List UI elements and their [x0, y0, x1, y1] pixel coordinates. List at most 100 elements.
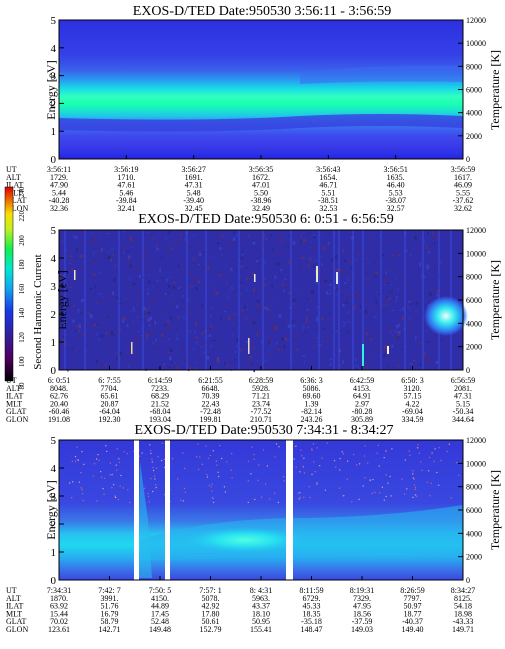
texture-speck: [232, 237, 236, 241]
texture-speck: [414, 336, 417, 339]
stripe: [422, 230, 424, 370]
texture-speck: [353, 291, 356, 296]
texture-speck: [196, 248, 198, 251]
texture-speck: [234, 240, 237, 244]
noise-dot: [364, 445, 366, 447]
orbit-table-cell: 42.92: [202, 602, 220, 611]
texture-speck: [67, 254, 70, 258]
texture-speck: [198, 251, 201, 253]
orbit-table-cell: 3:56:19: [114, 165, 138, 174]
noise-dot: [299, 496, 301, 498]
noise-dot: [209, 454, 211, 457]
texture-speck: [365, 267, 368, 270]
texture-speck: [409, 254, 412, 257]
texture-speck: [386, 342, 388, 344]
texture-speck: [181, 299, 184, 303]
texture-speck: [127, 257, 130, 262]
texture-speck: [410, 363, 413, 365]
noise-dot: [277, 501, 279, 504]
orbit-table-cell: 32.36: [50, 204, 68, 213]
texture-speck: [87, 261, 89, 265]
texture-speck: [428, 358, 431, 363]
orbit-table-cell: 5.51: [321, 188, 335, 197]
panel-1-orbit-table: UTALTILATMLTGLATGLON3:56:111729.47.905.4…: [6, 155, 475, 213]
noise-dot: [412, 473, 414, 475]
texture-speck: [286, 284, 290, 288]
texture-speck: [189, 271, 192, 275]
texture-speck: [434, 288, 437, 291]
texture-speck: [354, 305, 357, 309]
panel-2: EXOS-D/TED Date:950530 6: 0:51 - 6:56:59…: [6, 212, 502, 424]
texture-speck: [210, 314, 212, 317]
texture-speck: [252, 321, 256, 325]
texture-speck: [99, 293, 102, 295]
texture-speck: [195, 367, 199, 370]
texture-speck: [113, 334, 115, 336]
texture-speck: [71, 319, 75, 323]
texture-speck: [136, 303, 138, 305]
texture-speck: [181, 357, 183, 360]
texture-speck: [213, 253, 216, 256]
texture-speck: [258, 365, 261, 367]
noise-dot: [314, 471, 316, 473]
texture-speck: [415, 301, 418, 305]
noise-dot: [448, 443, 450, 445]
texture-speck: [367, 333, 369, 336]
orbit-table-cell: 6:14:59: [148, 376, 172, 385]
texture-speck: [245, 266, 248, 270]
noise-dot: [438, 447, 440, 449]
colorbar-scale: [4, 186, 14, 382]
texture-speck: [91, 239, 95, 243]
texture-speck: [346, 311, 350, 314]
texture-speck: [281, 337, 285, 342]
texture-speck: [410, 307, 412, 309]
texture-speck: [180, 285, 182, 287]
texture-speck: [378, 235, 381, 238]
orbit-table-cell: 142.71: [99, 625, 121, 634]
texture-speck: [364, 338, 366, 340]
noise-dot: [418, 452, 420, 454]
noise-dot: [207, 457, 209, 460]
texture-speck: [334, 255, 338, 259]
noise-dot: [153, 469, 155, 472]
texture-speck: [340, 269, 344, 274]
texture-speck: [267, 348, 270, 351]
texture-speck: [328, 292, 331, 294]
texture-speck: [292, 241, 296, 245]
texture-speck: [107, 233, 110, 235]
y2-tick-label: 6000: [466, 506, 482, 515]
bright-streak: [248, 338, 250, 354]
texture-speck: [396, 296, 398, 299]
y2-tick-label: 12000: [466, 16, 486, 25]
texture-speck: [329, 284, 332, 286]
noise-dot: [283, 480, 285, 482]
texture-speck: [189, 300, 191, 303]
orbit-table-cell: 46.71: [319, 181, 337, 190]
texture-speck: [282, 322, 285, 324]
texture-speck: [267, 353, 269, 356]
texture-speck: [302, 268, 305, 270]
texture-speck: [292, 298, 296, 302]
texture-speck: [266, 309, 269, 311]
noise-dot: [215, 460, 217, 462]
texture-speck: [377, 256, 379, 260]
noise-dot: [100, 471, 102, 473]
noise-dot: [253, 454, 255, 456]
texture-speck: [126, 351, 129, 355]
texture-speck: [144, 267, 147, 269]
texture-speck: [127, 255, 131, 259]
orbit-table-cell: 5963.: [252, 594, 270, 603]
texture-speck: [342, 271, 345, 275]
noise-dot: [208, 484, 210, 486]
texture-speck: [116, 330, 118, 332]
texture-speck: [306, 310, 310, 312]
texture-speck: [111, 247, 114, 251]
noise-dot: [77, 459, 79, 461]
y2-tick-label: 8000: [466, 273, 482, 282]
texture-speck: [300, 235, 302, 239]
noise-dot: [351, 501, 353, 503]
panel-1-upper-band: [300, 65, 463, 84]
stripe: [404, 230, 406, 370]
texture-speck: [385, 296, 389, 299]
